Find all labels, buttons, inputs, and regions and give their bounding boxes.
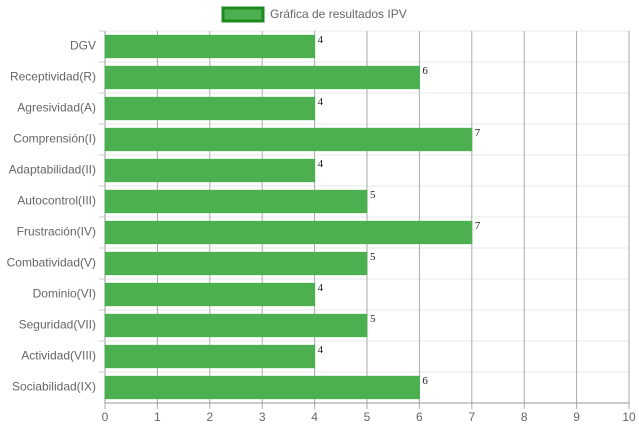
data-label: 5 [370,251,376,263]
bar [104,158,316,183]
data-label: 7 [475,220,481,232]
bar [104,344,316,369]
x-tick-label: 7 [468,410,475,424]
data-label: 4 [318,158,324,170]
bar [104,189,368,214]
data-label: 7 [475,127,481,139]
data-label: 4 [318,34,324,46]
bar [104,282,316,307]
x-tick-label: 10 [622,410,636,424]
data-label: 4 [318,282,324,294]
y-tick-label: Receptividad(R) [10,70,96,84]
bar [104,375,420,400]
bar [104,65,420,90]
x-tick-label: 0 [102,410,109,424]
y-tick-label: Agresividad(A) [17,101,96,115]
bar [104,127,473,152]
y-tick-label: Sociabilidad(IX) [12,380,96,394]
bar [104,34,316,59]
x-tick-label: 5 [364,410,371,424]
y-tick-label: Seguridad(VII) [19,318,96,332]
x-tick-label: 1 [154,410,161,424]
y-tick-label: Comprensión(I) [13,132,96,146]
x-tick-label: 6 [416,410,423,424]
data-label: 5 [370,313,376,325]
y-tick-label: Actividad(VIII) [21,349,96,363]
x-tick-label: 4 [311,410,318,424]
x-tick-label: 3 [259,410,266,424]
data-label: 5 [370,189,376,201]
x-tick-label: 8 [521,410,528,424]
y-tick-label: Autocontrol(III) [17,194,96,208]
y-tick-label: DGV [70,39,96,53]
bar [104,313,368,338]
legend-label: Gráfica de resultados IPV [270,7,407,21]
x-tick-label: 2 [206,410,213,424]
data-label: 4 [318,344,324,356]
data-label: 4 [318,96,324,108]
legend-swatch [221,6,265,23]
bar [104,220,473,245]
y-tick-label: Combatividad(V) [7,256,96,270]
bar [104,251,368,276]
y-tick-label: Frustración(IV) [17,225,96,239]
y-tick-label: Dominio(VI) [33,287,96,301]
data-label: 6 [422,375,428,387]
y-tick-label: Adaptabilidad(II) [9,163,96,177]
x-tick-label: 9 [573,410,580,424]
bar [104,96,316,121]
data-label: 6 [422,65,428,77]
